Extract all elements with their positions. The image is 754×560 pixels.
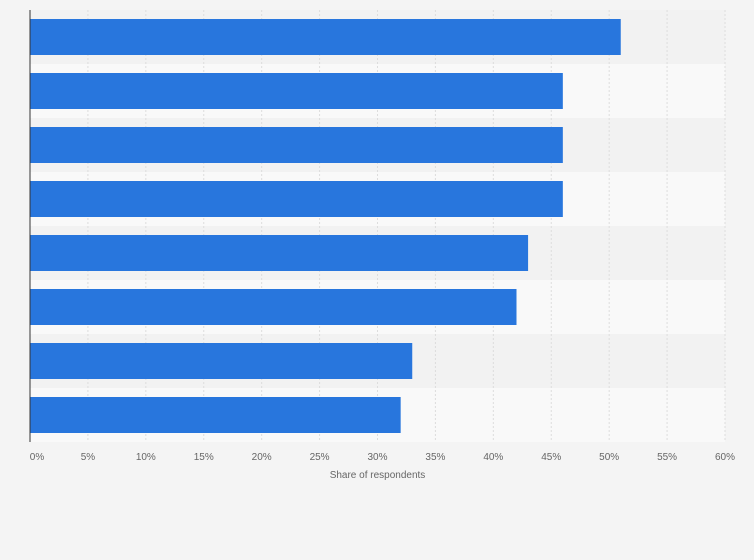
x-tick-label: 15% xyxy=(194,452,214,463)
x-tick-label: 25% xyxy=(310,452,330,463)
bar[interactable] xyxy=(30,181,563,217)
bar[interactable] xyxy=(30,19,621,55)
x-axis-ticks: 0% 5% 10% 15% 20% 25% 30% 35% 40% 45% 50% 55% 60% xyxy=(30,452,735,463)
bar[interactable] xyxy=(30,235,529,271)
bar[interactable] xyxy=(30,127,563,163)
x-tick-label: 40% xyxy=(483,452,503,463)
x-tick-label: 5% xyxy=(81,452,96,463)
bar[interactable] xyxy=(30,343,413,379)
bars xyxy=(30,19,621,433)
bar[interactable] xyxy=(30,289,517,325)
x-tick-label: 50% xyxy=(599,452,619,463)
x-tick-label: 0% xyxy=(30,452,45,463)
x-tick-label: 20% xyxy=(252,452,272,463)
x-tick-label: 35% xyxy=(425,452,445,463)
x-tick-label: 55% xyxy=(657,452,677,463)
x-axis-title: Share of respondents xyxy=(330,470,426,481)
x-tick-label: 60% xyxy=(715,452,735,463)
x-tick-label: 45% xyxy=(541,452,561,463)
x-tick-label: 10% xyxy=(136,452,156,463)
x-tick-label: 30% xyxy=(367,452,387,463)
bar[interactable] xyxy=(30,73,563,109)
bar[interactable] xyxy=(30,397,401,433)
